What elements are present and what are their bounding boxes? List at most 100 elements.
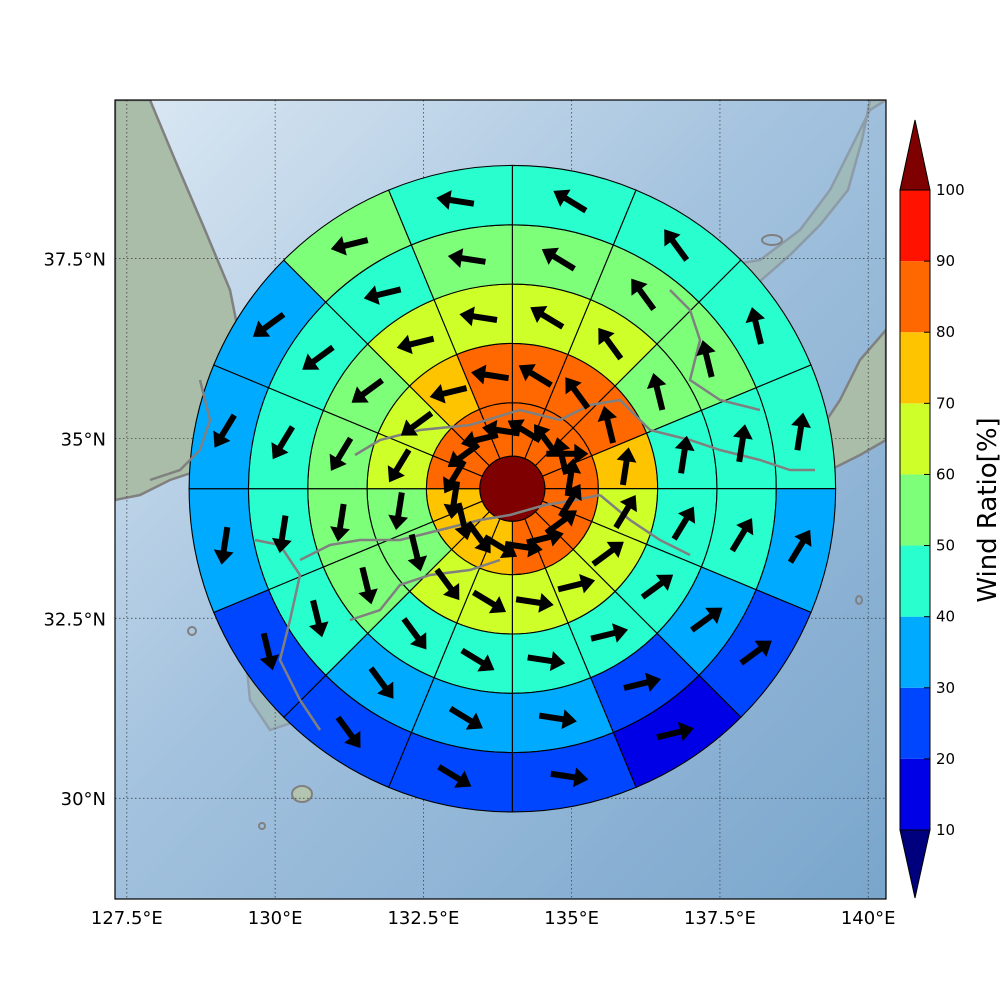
wind-arrow [330, 236, 369, 256]
wind-arrow [733, 424, 753, 463]
island-small-1 [761, 234, 783, 246]
wind-arrow [553, 189, 588, 214]
longitude-tick-label: 135°E [544, 908, 599, 929]
colorbar-tick-label: 60 [936, 465, 955, 483]
wind-arrow [546, 443, 589, 464]
wind-arrow [558, 484, 582, 519]
wind-arrow [329, 436, 354, 471]
wind-arrow [460, 430, 499, 451]
latitude-tick-label: 37.5°N [43, 249, 106, 270]
wind-arrow [259, 632, 280, 671]
colorbar-bin [900, 261, 930, 333]
wind-arrow [330, 503, 350, 542]
colorbar-bin [900, 332, 930, 404]
wind-arrow [460, 647, 495, 672]
colorbar-outline [899, 189, 931, 831]
wind-arrow [407, 533, 428, 572]
colorbar-bin [900, 403, 930, 475]
colorbar-tick-label: 40 [936, 608, 955, 626]
wind-arrow [745, 307, 765, 345]
wind-arrow [448, 706, 483, 730]
colorbar-tick-label: 80 [936, 323, 955, 341]
wind-arrow [454, 502, 474, 541]
wind-arrow [335, 715, 361, 749]
wind-arrow [302, 344, 335, 370]
wind-arrow [482, 534, 518, 559]
colorbar-tick-label: 20 [936, 750, 955, 768]
wind-arrow [616, 447, 637, 486]
wind-arrow [664, 229, 690, 262]
wind-arrow [557, 573, 596, 594]
wind-arrow [696, 340, 716, 378]
latitude-tick-label: 30°N [61, 789, 106, 810]
island-small-2 [855, 595, 863, 605]
wind-arrow [597, 405, 618, 444]
wind-arrow [368, 666, 394, 699]
wind-arrow [471, 364, 510, 385]
wind-arrow [443, 481, 464, 520]
latitude-tick-label: 32.5°N [43, 609, 106, 630]
wind-arrow [388, 492, 409, 531]
wind-arrow [565, 377, 591, 410]
map-area [115, 100, 886, 899]
wind-arrow [598, 327, 624, 361]
wind-arrow [646, 373, 667, 411]
wind-arrow [213, 413, 237, 448]
longitude-tick-label: 132.5°E [387, 908, 459, 929]
colorbar-tick-label: 30 [936, 679, 955, 697]
wind-arrow [507, 419, 542, 443]
wind-arrow [656, 721, 694, 742]
wind-arrow [271, 515, 292, 554]
wind-arrow [434, 567, 460, 601]
wind-arrow [526, 527, 564, 547]
wind-arrow [729, 518, 754, 553]
wind-arrow [429, 384, 468, 404]
wind-arrow [504, 537, 543, 558]
wind-arrow [518, 364, 553, 388]
wind-arrow [591, 541, 624, 567]
wind-arrow [530, 305, 565, 330]
colorbar-tick-label: 90 [936, 252, 955, 270]
colorbar-label: Wind Ratio[%] [973, 417, 1000, 602]
colorbar-bin [900, 687, 930, 759]
longitude-tick-label: 140°E [841, 908, 896, 929]
wind-arrow [213, 526, 234, 565]
ring-sector-cell [387, 164, 513, 246]
wind-arrow [674, 435, 695, 474]
colorbar-tick-label: 50 [936, 537, 955, 555]
longitude-tick-label: 130°E [248, 908, 303, 929]
colorbar-bin [900, 545, 930, 617]
wind-arrow [271, 425, 296, 460]
latitude-tick-labels: 30°N 32.5°N 35°N 37.5°N [43, 249, 106, 810]
colorbar-bin [900, 190, 930, 262]
colorbar-tick-label: 10 [936, 821, 955, 839]
wind-arrow [358, 566, 378, 605]
colorbar-bin [900, 474, 930, 546]
wind-arrow [613, 495, 637, 530]
colorbar-over-extension [899, 119, 931, 191]
wind-arrow [401, 617, 427, 650]
wind-arrow [363, 285, 402, 305]
wind-arrow [515, 593, 554, 613]
wind-arrow [443, 459, 467, 494]
wind-arrow [459, 306, 498, 327]
wind-arrow [252, 311, 286, 337]
wind-arrow [437, 764, 472, 788]
colorbar-bin [900, 616, 930, 688]
wind-arrow [671, 506, 696, 541]
wind-arrow [787, 529, 812, 564]
wind-arrow [538, 709, 577, 730]
colorbar-tick-label: 70 [936, 394, 955, 412]
wind-arrow [541, 247, 576, 272]
wind-arrow [396, 334, 435, 355]
colorbar: 10 20 30 40 50 60 70 80 90 100 [899, 119, 965, 899]
wind-arrow [447, 248, 486, 269]
colorbar-under-extension [899, 829, 931, 899]
map-frame [114, 99, 887, 900]
latitude-tick-label: 35°N [61, 429, 106, 450]
wind-arrow [527, 651, 566, 671]
wind-arrow [400, 410, 434, 436]
longitude-tick-label: 127.5°E [91, 908, 163, 929]
longitude-tick-label: 137.5°E [684, 908, 756, 929]
